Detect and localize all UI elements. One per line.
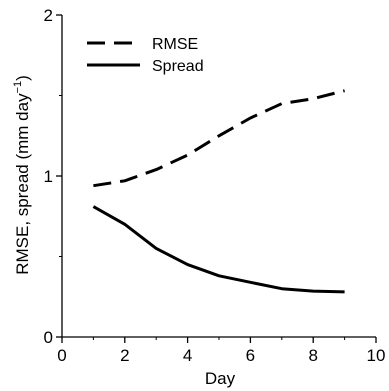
x-tick-label: 0 [57,346,66,365]
x-tick-label: 4 [183,346,192,365]
x-ticks: 0 2 4 6 8 10 [57,337,385,365]
x-tick-label: 2 [120,346,129,365]
x-tick-label: 8 [308,346,317,365]
x-axis-label: Day [205,369,236,388]
y-axis-label-sup: −1 [12,81,24,94]
axes [61,15,376,338]
legend-label-spread: Spread [152,58,204,75]
series-line-rmse [93,89,345,188]
y-axis-label-close: ) [13,75,32,81]
y-axis-label: RMSE, spread (mm day−1) [12,75,32,275]
y-ticks: 0 1 2 [44,6,62,347]
y-tick-label: 2 [44,6,53,25]
series-lines [92,89,345,294]
x-tick-label: 10 [367,346,386,365]
legend-label-rmse: RMSE [152,36,198,53]
y-tick-label: 0 [44,328,53,347]
legend: RMSE Spread [87,36,204,75]
x-tick-label: 6 [246,346,255,365]
series-line-spread [92,205,345,294]
y-tick-label: 1 [44,167,53,186]
y-axis-label-main: RMSE, spread (mm day [13,93,32,275]
